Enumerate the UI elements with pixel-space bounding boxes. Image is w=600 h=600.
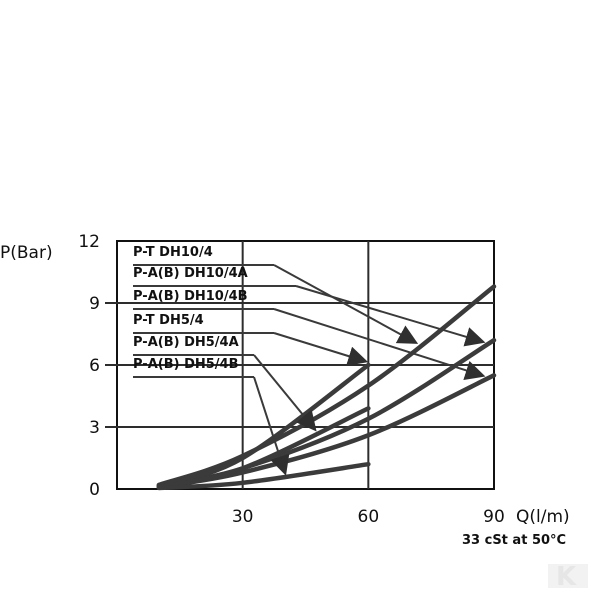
x-tick-label-90: 90 (483, 507, 505, 527)
legend-label-6: P-A(B) DH5/4B (133, 357, 239, 372)
series-line-4 (156, 362, 371, 489)
series-line-6 (156, 461, 371, 491)
legend-label-3: P-A(B) DH10/4B (133, 289, 248, 304)
legend-arrow-3 (273, 308, 486, 380)
svg-text:K: K (556, 562, 577, 592)
y-tick-label-6: 6 (89, 356, 100, 376)
grid-lines (105, 241, 494, 489)
legend-arrow-2 (295, 285, 486, 347)
y-tick-label-9: 9 (89, 294, 100, 314)
x-axis-label: Q(l/m) (516, 507, 570, 527)
viscosity-note: 33 cSt at 50°C (462, 533, 566, 548)
legend: P-T DH10/4 P-A(B) DH10/4A P-A(B) DH10/4B P-… (133, 245, 486, 476)
series-line-1 (156, 284, 497, 488)
legend-label-2: P-A(B) DH10/4A (133, 266, 248, 281)
y-tick-label-3: 3 (89, 418, 100, 438)
legend-arrow-1 (273, 264, 419, 344)
x-tick-label-30: 30 (232, 507, 254, 527)
watermark: K (548, 562, 588, 592)
series-lines (156, 284, 497, 491)
y-tick-label-12: 12 (78, 232, 100, 252)
legend-label-5: P-A(B) DH5/4A (133, 335, 239, 350)
legend-label-4: P-T DH5/4 (133, 313, 204, 328)
y-axis-label: P(Bar) (0, 243, 53, 263)
legend-label-1: P-T DH10/4 (133, 245, 213, 260)
axes-text: 0 3 6 9 12 30 60 90 (78, 232, 504, 527)
legend-arrow-4 (273, 332, 369, 366)
legend-arrow-6 (253, 376, 290, 476)
series-line-5 (156, 406, 371, 490)
x-tick-label-60: 60 (358, 507, 380, 527)
legend-arrow-5 (253, 354, 317, 432)
y-tick-label-0: 0 (89, 480, 100, 500)
